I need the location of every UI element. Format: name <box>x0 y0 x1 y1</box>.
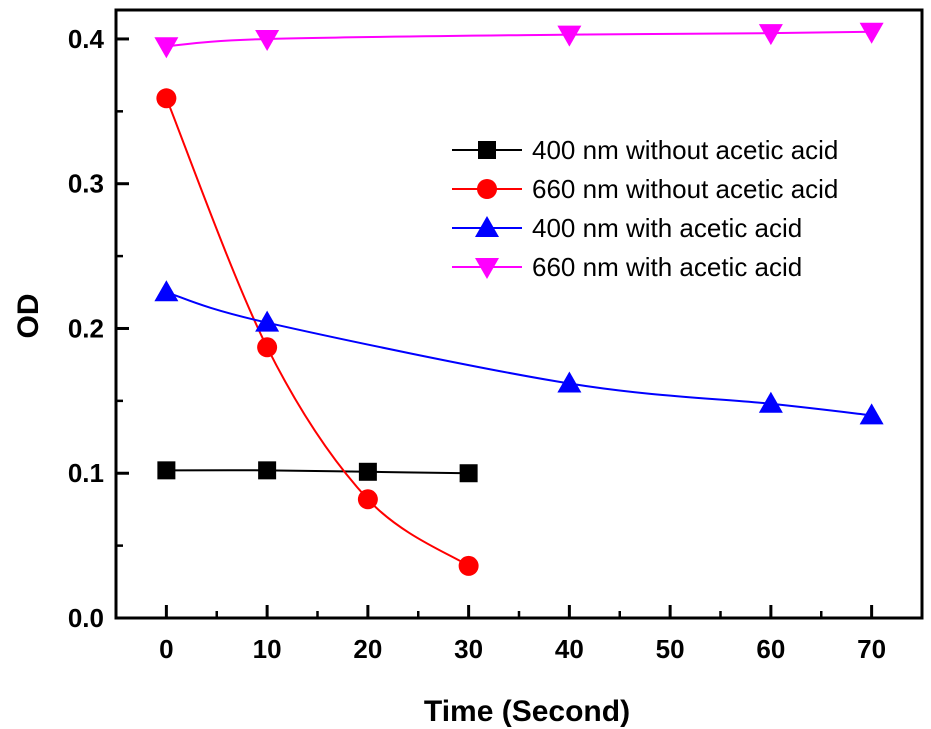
x-tick-label: 30 <box>454 634 483 664</box>
series-line <box>166 291 872 417</box>
y-tick-label: 0.2 <box>68 313 104 343</box>
legend-label: 660 nm with acetic acid <box>532 252 802 282</box>
legend-entry: 400 nm without acetic acid <box>452 135 838 165</box>
legend-marker <box>478 141 496 159</box>
data-point <box>154 37 179 59</box>
y-tick-label: 0.4 <box>68 24 105 54</box>
data-point <box>557 371 582 393</box>
x-tick-label: 20 <box>353 634 382 664</box>
data-point <box>255 310 280 332</box>
x-tick-label: 0 <box>159 634 173 664</box>
x-tick-label: 60 <box>756 634 785 664</box>
series-1 <box>157 461 478 483</box>
series-2 <box>156 88 479 576</box>
data-point <box>257 337 278 358</box>
plot-layer: 0 10 20 30 40 50 60 70 0.0 0.1 0.2 0.3 0.4 <box>68 8 924 664</box>
y-tick-label: 0.1 <box>68 458 104 488</box>
legend-label: 400 nm without acetic acid <box>532 135 838 165</box>
x-axis-label: Time (Second) <box>424 695 630 728</box>
x-tick-label: 10 <box>253 634 282 664</box>
data-point <box>458 555 479 576</box>
legend-entry: 400 nm with acetic acid <box>452 213 802 243</box>
y-tick-label: 0.3 <box>68 169 104 199</box>
y-tick-label: 0.0 <box>68 603 104 633</box>
data-point <box>157 461 176 480</box>
legend-label: 400 nm with acetic acid <box>532 213 802 243</box>
data-point <box>758 24 783 46</box>
data-point <box>358 462 377 481</box>
data-point <box>154 280 179 302</box>
series-line <box>165 97 470 567</box>
data-point <box>255 29 280 51</box>
x-tick-label: 40 <box>555 634 584 664</box>
data-point <box>459 464 478 483</box>
series-3 <box>154 280 884 425</box>
legend-entry: 660 nm with acetic acid <box>452 252 802 282</box>
plot-frame <box>114 8 924 620</box>
series-4 <box>154 22 884 59</box>
data-point <box>859 403 884 425</box>
legend-label: 660 nm without acetic acid <box>532 174 838 204</box>
y-axis-label: OD <box>12 294 45 339</box>
legend-marker <box>475 216 499 237</box>
data-point <box>859 22 884 44</box>
legend-marker <box>477 179 497 199</box>
data-point <box>557 25 582 47</box>
x-tick-label: 50 <box>656 634 685 664</box>
data-point <box>357 489 378 510</box>
series-line <box>166 30 872 48</box>
data-point <box>758 391 783 413</box>
series-line <box>166 469 469 475</box>
legend: 400 nm without acetic acid 660 nm without… <box>452 135 838 282</box>
data-point <box>156 88 177 109</box>
legend-entry: 660 nm without acetic acid <box>452 174 838 204</box>
series-layer <box>154 22 884 576</box>
x-tick-label: 70 <box>857 634 886 664</box>
legend-marker <box>475 258 499 279</box>
data-point <box>258 461 277 480</box>
